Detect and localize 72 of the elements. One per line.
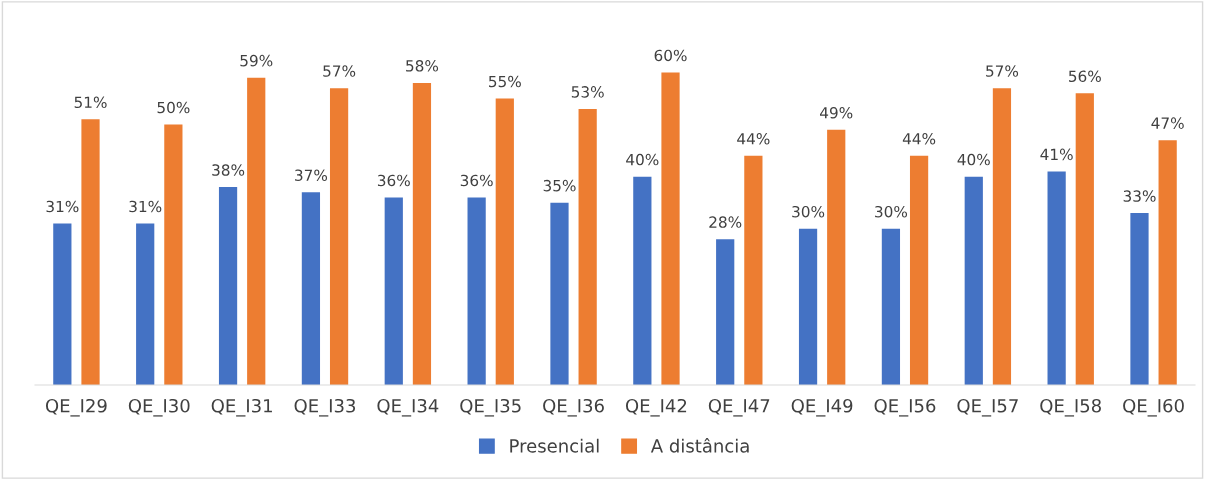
data-label: 28% — [709, 216, 742, 228]
bar — [661, 72, 680, 385]
data-label: 60% — [654, 49, 687, 62]
legend-label: Presencial — [510, 438, 599, 453]
x-tick-label: QE_I42 — [625, 398, 687, 417]
x-tick-label: QE_I47 — [708, 398, 770, 417]
data-label: 56% — [1069, 70, 1101, 83]
bar — [412, 82, 432, 385]
x-tick-label: QE_I29 — [45, 398, 107, 417]
data-label: 51% — [74, 96, 107, 109]
bar — [467, 197, 486, 385]
x-tick-label: QE_I58 — [1040, 398, 1101, 417]
bar — [136, 223, 155, 385]
x-tick-label: QE_I36 — [543, 398, 604, 417]
data-label: 41% — [1040, 148, 1073, 161]
bar — [329, 88, 349, 385]
x-tick-label: QE_I33 — [294, 398, 356, 417]
data-label: 55% — [489, 75, 521, 88]
x-tick-label: QE_I49 — [791, 398, 853, 417]
x-tick-label: QE_I56 — [874, 398, 936, 417]
data-label: 44% — [737, 132, 770, 145]
data-label: 37% — [295, 169, 328, 181]
data-label: 50% — [157, 101, 190, 114]
data-label: 31% — [129, 200, 162, 213]
bar — [164, 124, 183, 385]
bar — [81, 119, 100, 385]
bar — [1130, 213, 1149, 385]
data-label: 36% — [460, 174, 493, 187]
bar — [909, 155, 929, 385]
data-label: 59% — [240, 54, 273, 67]
data-label: 57% — [986, 65, 1019, 77]
data-label: 36% — [377, 174, 410, 187]
bar — [247, 77, 266, 385]
bar — [964, 176, 983, 385]
x-tick-label: QE_I60 — [1123, 398, 1184, 417]
data-label: 47% — [1151, 117, 1184, 129]
data-label: 33% — [1123, 190, 1156, 202]
x-tick-label: QE_I35 — [460, 398, 521, 417]
bar — [578, 108, 597, 385]
bar — [744, 155, 763, 385]
bar — [798, 228, 818, 385]
bar — [53, 223, 72, 385]
bar — [1075, 93, 1094, 385]
x-tick-label: QE_I34 — [377, 398, 439, 417]
x-tick-label: QE_I31 — [211, 398, 272, 417]
bar — [301, 192, 321, 385]
legend-label: A distância — [650, 438, 749, 453]
data-label: 35% — [543, 179, 576, 192]
data-label: 30% — [792, 205, 825, 218]
data-label: 40% — [957, 153, 990, 166]
bar — [1158, 140, 1177, 385]
data-label: 30% — [875, 205, 908, 218]
data-label: 38% — [212, 164, 245, 176]
data-label: 58% — [406, 60, 439, 72]
bar — [495, 98, 514, 385]
x-tick-label: QE_I30 — [128, 398, 190, 417]
data-label: 40% — [626, 153, 659, 166]
data-label: 44% — [902, 132, 936, 145]
bar — [218, 187, 238, 385]
bar — [992, 88, 1012, 385]
data-label: 49% — [820, 106, 853, 119]
bar — [827, 129, 846, 385]
bar — [1047, 171, 1066, 385]
data-label: 57% — [323, 65, 356, 77]
bar — [881, 228, 901, 385]
data-label: 53% — [571, 86, 604, 98]
bar — [384, 197, 403, 385]
bar — [633, 176, 652, 385]
data-label: 31% — [46, 200, 79, 213]
bar — [716, 239, 735, 385]
x-tick-label: QE_I57 — [957, 398, 1018, 417]
bar — [550, 202, 569, 385]
